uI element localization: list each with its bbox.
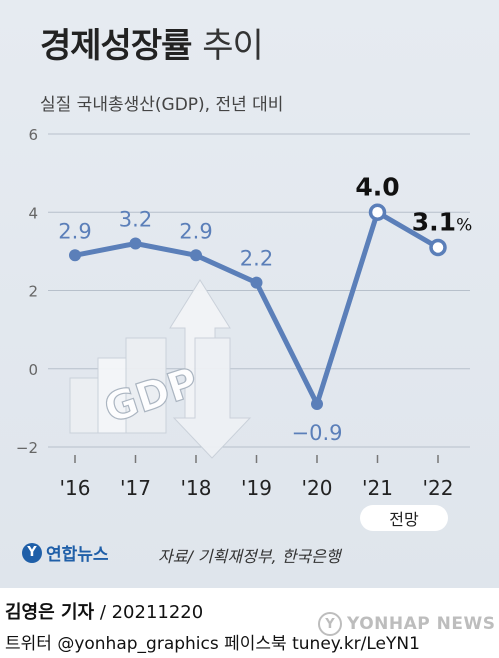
- data-label: 2.2: [240, 247, 273, 271]
- data-label: 2.9: [179, 219, 212, 243]
- data-point: [250, 276, 263, 289]
- data-point: [368, 203, 387, 221]
- yonhap-logo-icon: Y: [22, 542, 42, 563]
- data-label: 3.2: [119, 208, 152, 232]
- date-code: / 20211220: [99, 602, 204, 623]
- watermark-icon: Y: [318, 612, 342, 636]
- data-label: 4.0: [355, 172, 399, 201]
- illustration-bar-3: [125, 337, 167, 434]
- x-tick-label: '16: [60, 476, 91, 500]
- gdp-illustration: GDP: [69, 279, 252, 459]
- x-axis-ticks: '16 '17 '18 '19 '20 '21 '22: [60, 455, 454, 500]
- y-tick-label: 0: [28, 361, 38, 379]
- yonhap-logo-text: 연합뉴스: [46, 545, 109, 565]
- x-tick-label: '20: [302, 476, 333, 500]
- data-point: [311, 397, 323, 410]
- infographic-card: 경제성장률 추이 실질 국내총생산(GDP), 전년 대비 6 4 2 0 −2 GDP…: [0, 0, 499, 588]
- data-points: [69, 203, 447, 410]
- chart-title: 경제성장률 추이: [40, 18, 264, 67]
- title-main-text: 경제성장률: [40, 26, 192, 66]
- chart-subtitle: 실질 국내총생산(GDP), 전년 대비: [40, 95, 284, 115]
- title-suffix: 추이: [202, 26, 264, 66]
- data-label: −0.9: [292, 421, 343, 445]
- x-tick-label: '19: [241, 476, 272, 500]
- data-point: [429, 238, 447, 257]
- watermark: Y YONHAP NEWS: [318, 612, 495, 636]
- y-tick-label: 2: [28, 283, 38, 301]
- forecast-tag: 전망: [360, 505, 448, 531]
- watermark-text: YONHAP NEWS: [347, 614, 496, 634]
- y-tick-label: 6: [28, 126, 38, 144]
- data-point: [129, 237, 142, 250]
- yonhap-logo: Y 연합뉴스: [22, 540, 109, 565]
- x-tick-label: '21: [362, 476, 393, 500]
- social-links: 트위터 @yonhap_graphics 페이스북 tuney.kr/LeYN1: [5, 634, 420, 654]
- reporter-name: 김영은 기자: [5, 602, 95, 623]
- y-axis-ticks: 6 4 2 0 −2: [16, 126, 38, 457]
- x-tick-label: '18: [181, 476, 212, 500]
- y-tick-label: 4: [28, 204, 38, 222]
- unit-label: %: [456, 215, 472, 235]
- line-chart: 6 4 2 0 −2 GDP '16 '17 '18 '19 '20 '21 '22 2.9 3.2 2…: [16, 126, 472, 500]
- x-tick-label: '22: [423, 476, 454, 500]
- illustration-down-arrow: [172, 337, 252, 459]
- data-label: 2.9: [58, 219, 91, 243]
- data-labels: 2.9 3.2 2.92.2−0.94.03.1%: [58, 172, 472, 445]
- data-point: [190, 249, 202, 262]
- data-point: [69, 249, 81, 262]
- y-tick-label: −2: [16, 439, 38, 457]
- source-note: 자료/ 기획재정부, 한국은행: [158, 547, 341, 566]
- x-tick-label: '17: [120, 476, 151, 500]
- reporter-credit: 김영은 기자 / 20211220: [5, 598, 203, 624]
